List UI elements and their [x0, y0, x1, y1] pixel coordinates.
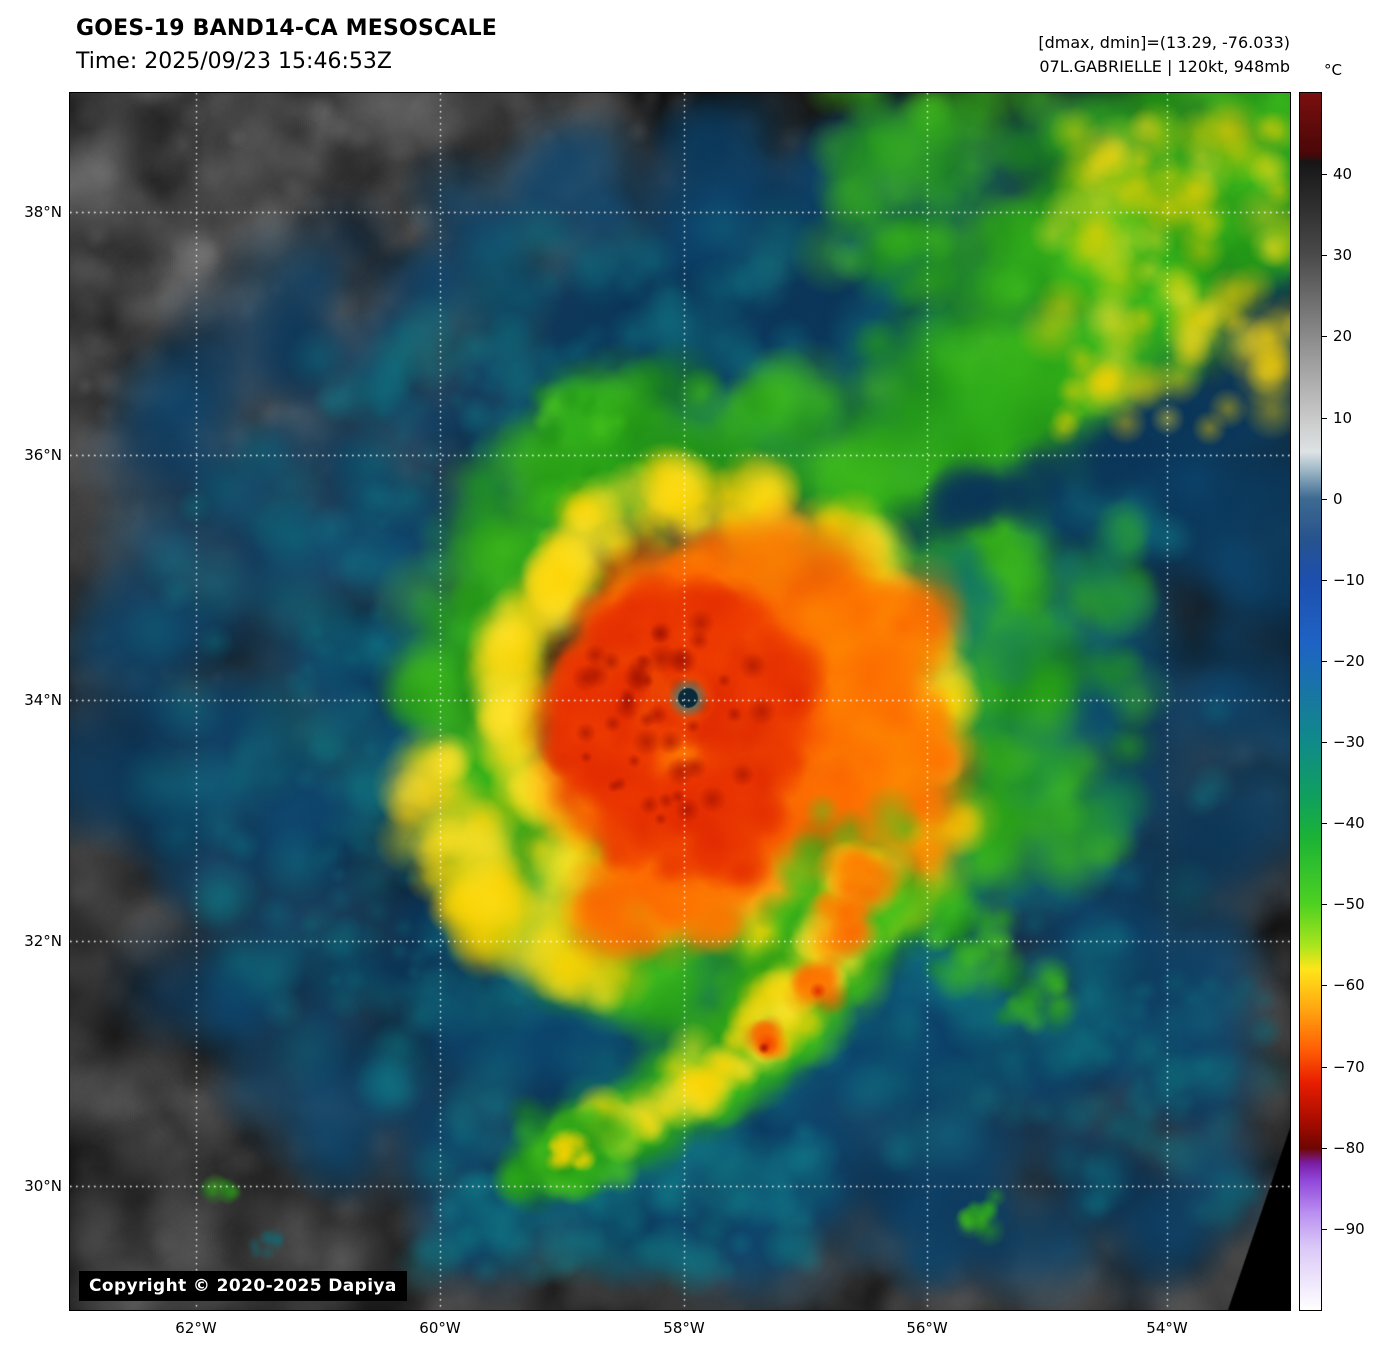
lat-tick-label: 38°N: [24, 203, 62, 222]
colorbar-tick-mark: [1322, 336, 1327, 338]
colorbar-tick-label: −80: [1333, 1138, 1365, 1157]
satellite-map: Copyright © 2020-2025 Dapiya: [69, 92, 1291, 1311]
colorbar-tick-mark: [1322, 985, 1327, 987]
figure-timestamp: Time: 2025/09/23 15:46:53Z: [76, 49, 392, 74]
lat-tick-label: 34°N: [24, 691, 62, 710]
colorbar-tick-mark: [1322, 742, 1327, 744]
colorbar-tick-mark: [1322, 255, 1327, 257]
header-annotations: [dmax, dmin]=(13.29, -76.033) 07L.GABRIE…: [1038, 31, 1290, 79]
colorbar-tick-mark: [1322, 1228, 1327, 1230]
colorbar-tick-mark: [1322, 660, 1327, 662]
colorbar-tick-mark: [1322, 1147, 1327, 1149]
dmax-dmin-readout: [dmax, dmin]=(13.29, -76.033): [1038, 33, 1290, 52]
colorbar-tick-mark: [1322, 498, 1327, 500]
lon-tick-label: 54°W: [1146, 1319, 1188, 1337]
lon-tick-label: 62°W: [175, 1319, 217, 1337]
colorbar-tick-mark: [1322, 904, 1327, 906]
colorbar-tick-label: −10: [1333, 570, 1365, 589]
colorbar-tick-mark: [1322, 174, 1327, 176]
lon-tick-label: 56°W: [906, 1319, 948, 1337]
lon-tick-label: 60°W: [419, 1319, 461, 1337]
colorbar-tick-label: 10: [1333, 408, 1353, 427]
colorbar-tick-label: −40: [1333, 814, 1365, 833]
colorbar-tick-mark: [1322, 579, 1327, 581]
satellite-imagery: [70, 93, 1290, 1310]
lat-tick-label: 30°N: [24, 1176, 62, 1195]
colorbar-unit-label: °C: [1324, 61, 1342, 79]
colorbar-tick-label: 20: [1333, 327, 1353, 346]
storm-info-readout: 07L.GABRIELLE | 120kt, 948mb: [1039, 57, 1290, 76]
colorbar-tick-label: 0: [1333, 489, 1343, 508]
colorbar-tick-mark: [1322, 823, 1327, 825]
lon-tick-label: 58°W: [663, 1319, 705, 1337]
colorbar-tick-label: −30: [1333, 733, 1365, 752]
colorbar-tick-label: −50: [1333, 895, 1365, 914]
colorbar-tick-label: −60: [1333, 976, 1365, 995]
colorbar-tick-label: 30: [1333, 246, 1353, 265]
lat-tick-label: 32°N: [24, 932, 62, 950]
copyright-badge: Copyright © 2020-2025 Dapiya: [79, 1271, 407, 1301]
colorbar-tick-label: −90: [1333, 1219, 1365, 1238]
lat-tick-label: 36°N: [24, 446, 62, 465]
colorbar-gradient: [1299, 92, 1322, 1311]
colorbar-tick-label: 40: [1333, 165, 1353, 184]
figure-title: GOES-19 BAND14-CA MESOSCALE: [76, 16, 498, 41]
colorbar-tick-mark: [1322, 1066, 1327, 1068]
colorbar-tick-label: −70: [1333, 1057, 1365, 1076]
colorbar-tick-label: −20: [1333, 651, 1365, 670]
colorbar-tick-mark: [1322, 417, 1327, 419]
